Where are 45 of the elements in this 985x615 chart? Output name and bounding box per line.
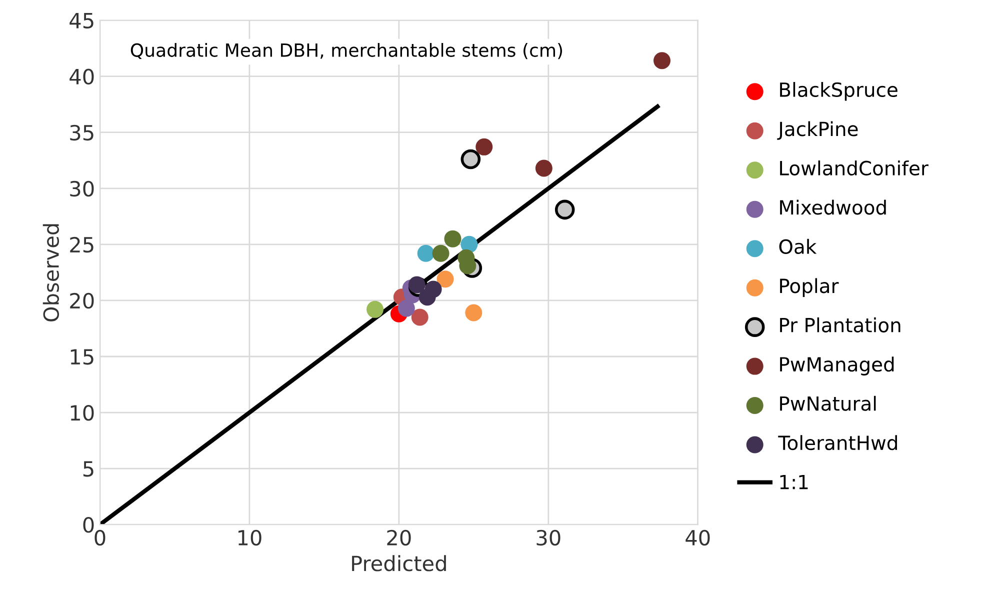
legend-label: LowlandConifer <box>780 160 928 176</box>
point <box>408 276 426 294</box>
y-tick-label: 5 <box>83 461 94 477</box>
text: Quadratic Mean DBH, merchantable stems (cm) <box>130 42 562 60</box>
legend-label: TolerantHwd <box>778 435 897 450</box>
point <box>653 52 671 70</box>
legend-label: JackPine <box>777 121 858 140</box>
point <box>444 230 462 248</box>
y-axis-title: Observed <box>42 224 60 322</box>
y-tick-label: 10 <box>70 404 94 421</box>
y-tick-label: 45 <box>70 13 94 29</box>
point <box>417 244 434 262</box>
legend-label: Pr Plantation <box>780 317 900 332</box>
point <box>465 304 482 322</box>
x-axis-title: Predicted <box>352 555 446 572</box>
point <box>554 200 575 220</box>
y-tick-label: 15 <box>70 349 94 365</box>
legend-label: BlackSpruce <box>780 82 898 101</box>
point <box>411 308 428 326</box>
x-tick-label: 30 <box>536 530 560 546</box>
point <box>476 138 493 156</box>
x-tick-label: 0 <box>94 530 106 546</box>
point <box>460 236 478 253</box>
point <box>535 160 552 177</box>
x-tick-label: 40 <box>686 530 710 546</box>
y-tick-label: 20 <box>70 292 94 309</box>
y-tick-label: 30 <box>70 180 94 197</box>
point <box>418 288 436 306</box>
y-tick-label: 25 <box>70 236 94 253</box>
legend-label: Oak <box>779 238 817 254</box>
y-tick-label: 0 <box>83 517 94 533</box>
legend-label: PwManaged <box>780 356 894 376</box>
legend-label: 1:1 <box>780 474 808 490</box>
legend-label: Mixedwood <box>780 200 886 215</box>
point <box>432 244 450 262</box>
point <box>436 270 454 288</box>
point <box>460 149 481 170</box>
x-tick-label: 10 <box>238 530 262 546</box>
legend-label: Poplar <box>780 278 839 297</box>
y-tick-label: 35 <box>70 124 94 141</box>
y-tick-label: 40 <box>70 68 94 85</box>
point <box>366 300 384 318</box>
legend-label: PwNatural <box>780 396 876 411</box>
point <box>398 300 415 317</box>
x-tick-label: 20 <box>387 530 411 546</box>
